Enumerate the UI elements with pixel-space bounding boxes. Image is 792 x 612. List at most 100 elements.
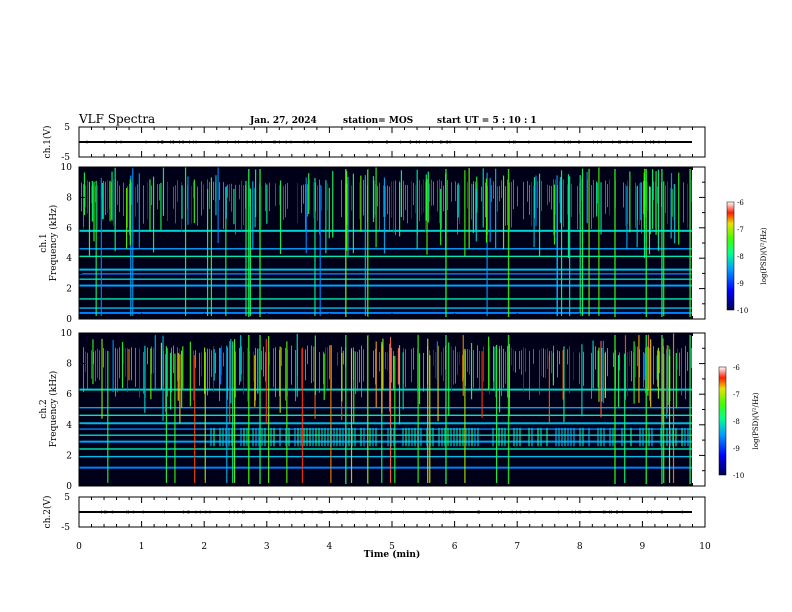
strong-sferic — [689, 335, 691, 484]
hiss-stripe — [119, 347, 120, 379]
sferic-streak — [633, 341, 635, 404]
midband-patch — [567, 427, 569, 447]
hiss-stripe — [311, 345, 312, 384]
sferic-streak — [581, 344, 583, 417]
ch2-spectrogram-image — [79, 333, 692, 484]
sferic-streak — [381, 344, 383, 413]
sferic-streak — [481, 351, 483, 418]
hiss-stripe — [201, 181, 202, 216]
sferic-streak — [132, 168, 134, 316]
hiss-stripe — [421, 185, 422, 216]
sferic-streak — [389, 343, 391, 412]
midband-patch — [672, 427, 674, 447]
ch2-ytick-bottom: -5 — [61, 523, 70, 533]
sferic-streak — [352, 173, 355, 254]
hiss-stripe — [131, 347, 132, 381]
hiss-stripe — [485, 182, 486, 218]
ch2-cb-tick-10: -10 — [733, 472, 744, 480]
sferic-streak — [437, 345, 439, 422]
ch1-spectrogram-panel: 0 2 4 6 8 10 ch.1 Frequency (kHz) -6 -7 -8 -9… — [39, 163, 768, 325]
midband-patch — [603, 427, 605, 447]
sferic-streak — [189, 341, 191, 407]
hiss-stripe — [497, 186, 498, 212]
hiss-stripe — [173, 186, 174, 209]
sferic-streak — [600, 182, 602, 235]
strong-sferic — [366, 335, 369, 484]
band-line — [79, 255, 692, 258]
midband-patch — [465, 427, 467, 447]
hiss-stripe — [91, 350, 92, 379]
hiss-stripe — [457, 184, 458, 235]
hiss-stripe — [423, 352, 424, 392]
hiss-stripe — [95, 350, 96, 382]
sferic-streak — [552, 352, 555, 386]
hiss-stripe — [395, 180, 396, 236]
midband-patch — [222, 427, 224, 447]
hiss-stripe — [547, 348, 548, 369]
sferic-streak — [569, 176, 571, 316]
midband-patch — [675, 427, 677, 447]
freq-tick-label: 8 — [66, 360, 72, 370]
hiss-stripe — [629, 351, 630, 367]
hiss-stripe — [243, 185, 244, 226]
hiss-stripe — [579, 183, 580, 214]
sferic-streak — [598, 167, 600, 316]
midband-patch — [531, 427, 533, 447]
sferic-streak — [482, 168, 484, 228]
hiss-stripe — [475, 181, 476, 231]
sferic-streak — [226, 345, 228, 483]
sferic-streak — [268, 336, 270, 483]
midband-patch — [348, 427, 350, 447]
midband-patch — [498, 427, 500, 447]
midband-patch — [219, 427, 221, 447]
ch2-colorbar-gradient — [718, 366, 727, 476]
midband-patch — [612, 427, 614, 447]
hiss-stripe — [649, 347, 650, 401]
midband-patch — [474, 427, 476, 447]
midband-patch — [342, 427, 344, 447]
midband-patch — [453, 427, 455, 447]
hiss-stripe — [491, 185, 492, 202]
hiss-stripe — [477, 345, 478, 378]
sferic-streak — [417, 334, 419, 483]
midband-patch — [387, 427, 389, 447]
midband-patch — [447, 427, 449, 447]
sferic-streak — [91, 180, 93, 222]
figure-title: VLF Spectra — [78, 112, 155, 126]
midband-patch — [351, 427, 353, 447]
hiss-stripe — [511, 347, 512, 366]
hiss-stripe — [235, 184, 236, 235]
hiss-stripe — [691, 179, 692, 202]
hiss-stripe — [177, 180, 178, 202]
hiss-stripe — [525, 348, 526, 372]
hiss-stripe — [505, 186, 506, 226]
hiss-stripe — [387, 185, 388, 215]
hiss-stripe — [641, 182, 642, 234]
sferic-streak — [170, 352, 172, 410]
sferic-streak — [325, 180, 327, 254]
hiss-stripe — [281, 347, 282, 366]
sferic-streak — [373, 180, 375, 218]
midband-patch — [360, 427, 362, 447]
sferic-streak — [389, 336, 392, 483]
sferic-streak — [375, 167, 377, 248]
hiss-stripe — [325, 347, 326, 395]
sferic-streak — [95, 180, 97, 316]
midband-patch — [408, 427, 410, 447]
midband-patch — [441, 427, 443, 447]
sferic-streak — [535, 175, 537, 227]
midband-patch — [213, 427, 215, 447]
hiss-stripe — [417, 348, 418, 393]
midband-patch — [270, 427, 272, 447]
hiss-stripe — [319, 179, 320, 235]
sferic-streak — [328, 187, 330, 239]
hiss-stripe — [529, 351, 530, 400]
hiss-stripe — [473, 350, 474, 388]
ch2-spectrogram-panel: 0 2 4 6 8 10 ch.2 Frequency (kHz) -6 -7 -8 -9… — [39, 329, 760, 492]
sferic-streak — [440, 188, 442, 246]
hiss-stripe — [501, 180, 502, 199]
sferic-streak — [402, 352, 404, 410]
sferic-streak — [138, 173, 140, 248]
sferic-streak — [346, 170, 348, 251]
hiss-stripe — [223, 352, 224, 367]
